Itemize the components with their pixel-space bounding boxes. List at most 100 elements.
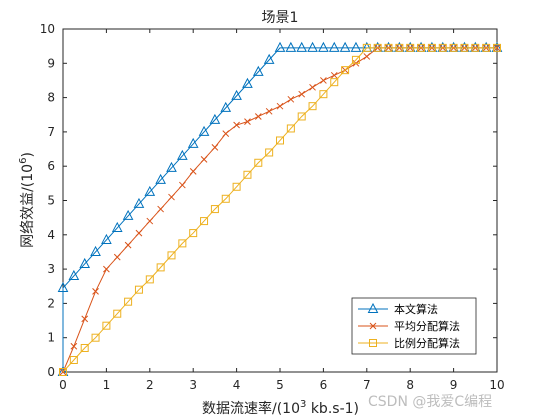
data-point (395, 43, 404, 52)
data-point (155, 173, 166, 184)
y-axis: 0 1 2 3 4 5 6 7 8 9 10 (40, 22, 497, 379)
data-point (189, 229, 198, 238)
data-point (59, 368, 67, 376)
x-tick-label: 7 (363, 378, 371, 392)
data-point (220, 101, 232, 112)
data-point (91, 333, 100, 342)
data-point (265, 107, 273, 115)
data-point (200, 217, 209, 226)
data-point (168, 193, 175, 201)
data-point (209, 113, 221, 124)
data-point (438, 43, 447, 52)
data-point (328, 41, 340, 52)
data-point (243, 170, 252, 179)
y-tick-label: 2 (47, 296, 55, 310)
x-tick-label: 8 (406, 378, 414, 392)
y-tick-label: 4 (47, 228, 55, 242)
data-point (222, 130, 230, 137)
data-point (81, 315, 89, 323)
x-axis-label-tail: kb.s-1) (306, 401, 359, 417)
data-point (296, 41, 308, 52)
y-tick-label: 0 (47, 365, 55, 379)
data-point (177, 149, 188, 160)
data-point (178, 181, 186, 189)
data-point (187, 137, 199, 148)
data-point (198, 125, 210, 136)
data-point (232, 182, 241, 191)
data-point (351, 55, 360, 64)
legend-entry: 平均分配算法 (358, 319, 460, 333)
legend-marker (369, 322, 377, 330)
x-tick-label: 0 (59, 378, 67, 392)
x-tick-label: 4 (233, 378, 241, 392)
data-point (320, 77, 327, 84)
data-point (79, 257, 91, 268)
series-layer (57, 41, 503, 376)
data-point (362, 43, 371, 52)
data-point (318, 41, 329, 52)
legend-marker (367, 302, 379, 313)
data-point (157, 205, 165, 213)
data-point (102, 321, 111, 330)
data-point (135, 229, 143, 237)
data-point (231, 89, 242, 100)
watermark: CSDN @我爱C编程 (368, 394, 492, 410)
data-point (339, 41, 351, 52)
x-tick-label: 3 (189, 378, 197, 392)
data-point (210, 205, 219, 214)
data-point (133, 197, 145, 208)
data-point (350, 41, 362, 52)
data-point (103, 265, 110, 273)
data-point (200, 155, 208, 163)
legend-label: 比例分配算法 (394, 336, 460, 350)
data-point (233, 121, 240, 129)
data-point (242, 77, 253, 88)
data-point (373, 43, 382, 52)
x-axis-label: 数据流速率/(103 kb.s-1) (202, 399, 359, 417)
y-tick-label: 1 (47, 331, 55, 345)
x-axis-label-superscript: 3 (300, 399, 306, 410)
y-axis-label-main: 网络效益/(10 (20, 164, 36, 248)
data-point (482, 43, 491, 52)
legend-label: 平均分配算法 (394, 319, 460, 333)
data-point (145, 275, 154, 284)
y-tick-label: 10 (40, 22, 55, 36)
data-point (406, 43, 415, 52)
data-point (276, 136, 284, 145)
y-tick-label: 9 (47, 56, 55, 70)
data-point (167, 251, 176, 260)
data-point (101, 233, 112, 244)
y-tick-label: 8 (47, 91, 55, 105)
data-point (122, 209, 134, 220)
data-point (427, 43, 436, 52)
data-point (166, 161, 177, 172)
data-point (263, 53, 275, 64)
y-axis-label: 网络效益/(106) (18, 152, 36, 248)
data-point (92, 288, 99, 295)
data-point (80, 343, 89, 352)
y-axis-label-superscript: 6 (18, 158, 29, 164)
data-point (144, 185, 156, 196)
x-axis-label-main: 数据流速率/(10 (202, 400, 300, 417)
data-point (309, 83, 316, 91)
data-point (146, 217, 154, 225)
legend-entry: 本文算法 (358, 302, 438, 316)
data-point (297, 112, 306, 121)
data-point (471, 43, 480, 52)
data-point (68, 269, 80, 280)
data-point (189, 167, 197, 175)
data-point (124, 297, 133, 306)
data-point (286, 124, 295, 133)
data-point (307, 41, 318, 52)
data-point (211, 143, 219, 151)
data-point (252, 65, 264, 76)
data-point (178, 239, 187, 248)
chart-title: 场景1 (262, 10, 299, 26)
data-point (134, 285, 143, 294)
data-point (111, 221, 123, 232)
y-axis-label-tail: ) (20, 152, 36, 157)
data-point (221, 194, 230, 203)
data-point (113, 309, 122, 318)
